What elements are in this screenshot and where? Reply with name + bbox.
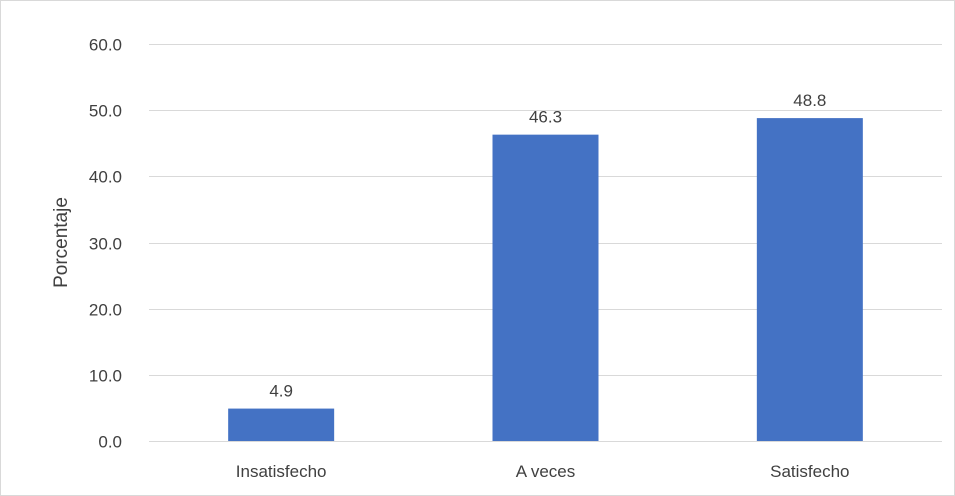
- x-tick-label: A veces: [516, 462, 576, 481]
- y-tick-label: 60.0: [89, 36, 122, 55]
- y-axis-title: Porcentaje: [51, 197, 72, 288]
- y-tick-label: 20.0: [89, 301, 122, 320]
- y-tick-label: 0.0: [98, 433, 122, 452]
- bar: [756, 118, 863, 442]
- y-tick-label: 10.0: [89, 367, 122, 386]
- bar: [492, 134, 599, 442]
- y-tick-label: 40.0: [89, 168, 122, 187]
- data-labels: 4.9 46.3 48.8: [269, 91, 826, 400]
- data-label: 48.8: [793, 91, 826, 110]
- bars: [228, 118, 863, 442]
- bar: [228, 408, 335, 441]
- data-label: 46.3: [529, 108, 562, 127]
- x-tick-label: Insatisfecho: [236, 462, 327, 481]
- x-tick-label: Satisfecho: [770, 462, 849, 481]
- x-axis-ticks: Insatisfecho A veces Satisfecho: [236, 462, 850, 481]
- y-axis-ticks: 0.0 10.0 20.0 30.0 40.0 50.0 60.0: [89, 36, 122, 452]
- data-label: 4.9: [269, 382, 293, 401]
- y-tick-label: 50.0: [89, 102, 122, 121]
- y-tick-label: 30.0: [89, 235, 122, 254]
